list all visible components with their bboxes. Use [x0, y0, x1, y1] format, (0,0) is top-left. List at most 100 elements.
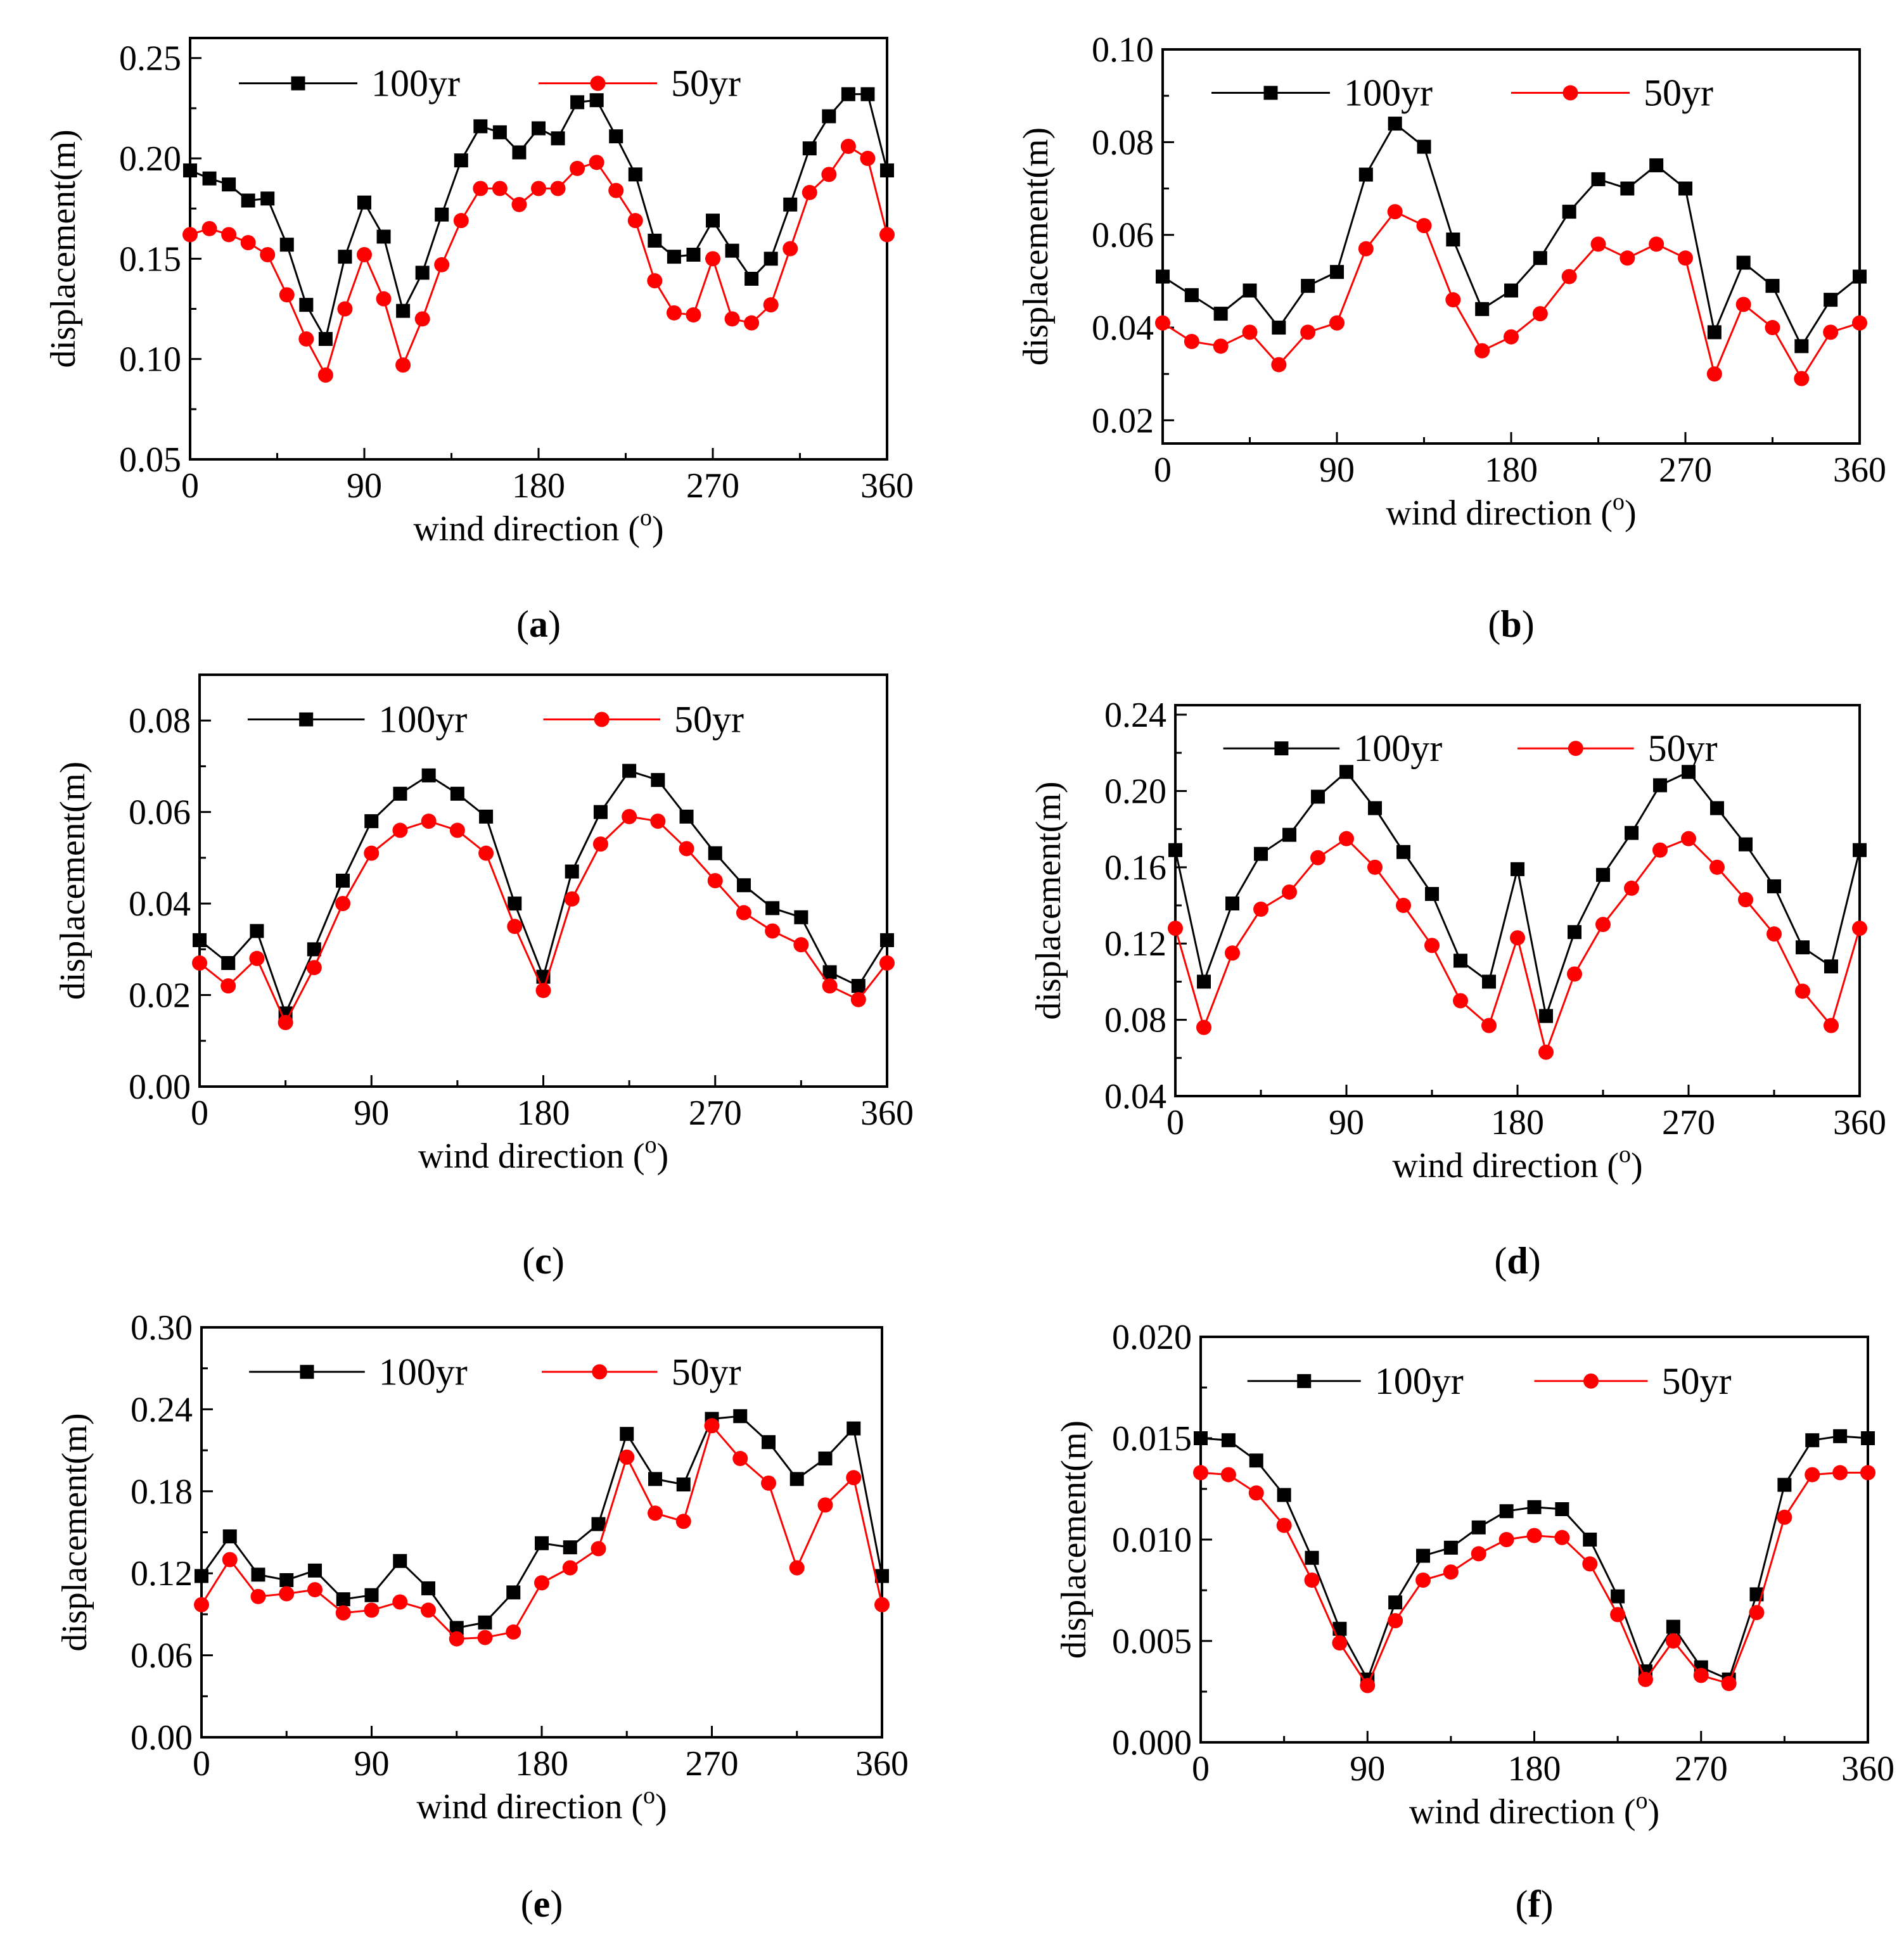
chart-panel-c: 0 90 180 270 360 0.00 0.02 0.04 0.06 0.08 wind dir… — [53, 673, 914, 1282]
data-point-50yr — [1196, 1019, 1211, 1035]
data-point-50yr — [705, 251, 720, 267]
legend-entry-50yr: 50yr — [1517, 727, 1718, 769]
x-axis-title-close: ) — [655, 1787, 667, 1827]
x-tick-label: 0 — [1154, 450, 1172, 490]
data-point-100yr — [1736, 255, 1751, 270]
data-point-50yr — [666, 305, 682, 321]
data-point-100yr — [492, 125, 507, 139]
legend-marker — [1263, 86, 1278, 100]
data-point-100yr — [1707, 325, 1722, 340]
data-point-50yr — [675, 1514, 691, 1529]
data-point-100yr — [794, 910, 808, 924]
y-tick-label: 0.12 — [131, 1554, 193, 1593]
x-tick-label: 90 — [1329, 1103, 1364, 1142]
data-point-50yr — [1339, 831, 1354, 846]
x-tick-label: 180 — [512, 466, 565, 506]
panel-caption-close: ) — [1522, 603, 1535, 645]
data-point-100yr — [667, 250, 681, 264]
plot-frame — [1161, 48, 1861, 445]
data-point-50yr — [732, 1451, 748, 1467]
data-point-100yr — [1562, 205, 1576, 219]
data-point-100yr — [725, 243, 739, 258]
x-axis-degree-symbol: o — [1619, 1141, 1631, 1168]
data-point-50yr — [279, 287, 295, 303]
x-tick-label: 270 — [1675, 1749, 1728, 1789]
data-point-100yr — [478, 1615, 492, 1630]
x-tick-label: 270 — [1662, 1103, 1715, 1142]
x-tick-label: 90 — [1319, 450, 1355, 490]
data-point-100yr — [336, 1592, 350, 1607]
legend-entry-100yr: 100yr — [249, 1351, 468, 1393]
data-point-100yr — [1824, 293, 1838, 307]
data-point-50yr — [317, 367, 333, 383]
data-point-100yr — [222, 177, 236, 192]
x-axis-title-text: wind direction ( — [1392, 1146, 1619, 1185]
legend-label: 50yr — [1648, 727, 1718, 769]
y-tick-label: 0.10 — [1092, 30, 1154, 70]
data-point-50yr — [1652, 842, 1668, 858]
x-axis-title: wind direction (o) — [1392, 1141, 1642, 1185]
data-point-100yr — [1533, 251, 1547, 265]
data-point-50yr — [421, 814, 437, 829]
data-point-100yr — [628, 167, 642, 182]
data-point-50yr — [817, 1497, 833, 1513]
data-point-100yr — [473, 119, 488, 134]
data-point-50yr — [650, 814, 666, 829]
data-point-100yr — [1388, 117, 1402, 131]
y-tick-label: 0.06 — [1092, 216, 1154, 255]
data-point-100yr — [183, 163, 197, 177]
data-point-50yr — [1168, 921, 1183, 936]
data-point-50yr — [608, 182, 624, 198]
x-axis-title-text: wind direction ( — [418, 1137, 645, 1176]
data-point-100yr — [1765, 279, 1780, 293]
legend-entry-100yr: 100yr — [1247, 1360, 1464, 1402]
data-point-50yr — [250, 1588, 266, 1604]
data-point-50yr — [492, 181, 508, 196]
x-tick-label: 180 — [1485, 450, 1538, 490]
data-point-50yr — [1416, 218, 1432, 234]
data-point-50yr — [822, 978, 838, 994]
y-axis-title: displacement(m) — [1054, 1420, 1094, 1659]
data-point-50yr — [1561, 269, 1577, 284]
data-point-50yr — [860, 151, 876, 166]
data-point-50yr — [874, 1597, 890, 1612]
x-tick-label: 360 — [860, 466, 914, 506]
x-axis-title-text: wind direction ( — [416, 1787, 643, 1827]
x-tick-label: 90 — [1350, 1749, 1385, 1789]
y-axis-title: displacement(m) — [44, 129, 83, 367]
y-axis-title: displacement(m) — [53, 762, 93, 1000]
data-point-100yr — [1221, 1433, 1236, 1448]
data-point-50yr — [704, 1418, 720, 1434]
data-point-50yr — [1582, 1556, 1598, 1572]
data-point-50yr — [1453, 993, 1468, 1009]
data-point-50yr — [1387, 204, 1403, 220]
y-tick-label: 0.04 — [1092, 309, 1154, 348]
x-axis-degree-symbol: o — [643, 1782, 655, 1809]
data-point-100yr — [875, 1569, 889, 1583]
y-tick-label: 0.05 — [119, 440, 181, 480]
x-tick-label: 360 — [860, 1094, 914, 1133]
data-point-50yr — [1253, 902, 1268, 917]
legend-label: 100yr — [378, 699, 467, 741]
data-point-100yr — [676, 1477, 691, 1492]
data-point-100yr — [591, 1517, 606, 1531]
data-point-100yr — [279, 238, 294, 252]
data-point-50yr — [1282, 884, 1297, 900]
data-point-50yr — [1567, 966, 1582, 982]
legend-label: 100yr — [371, 63, 460, 105]
data-point-50yr — [1852, 315, 1867, 331]
data-point-50yr — [1225, 945, 1240, 961]
y-tick-label: 0.02 — [1092, 401, 1154, 440]
data-point-100yr — [1277, 1488, 1291, 1502]
data-point-100yr — [1739, 837, 1753, 852]
data-point-100yr — [364, 814, 379, 829]
data-point-50yr — [840, 139, 856, 154]
x-axis-title-close: ) — [657, 1137, 669, 1176]
data-point-100yr — [336, 874, 350, 888]
data-point-100yr — [508, 897, 522, 911]
legend-label: 100yr — [1353, 727, 1442, 769]
data-point-100yr — [421, 768, 436, 782]
data-point-100yr — [435, 207, 449, 222]
data-point-100yr — [847, 1421, 861, 1436]
data-point-50yr — [182, 227, 198, 243]
